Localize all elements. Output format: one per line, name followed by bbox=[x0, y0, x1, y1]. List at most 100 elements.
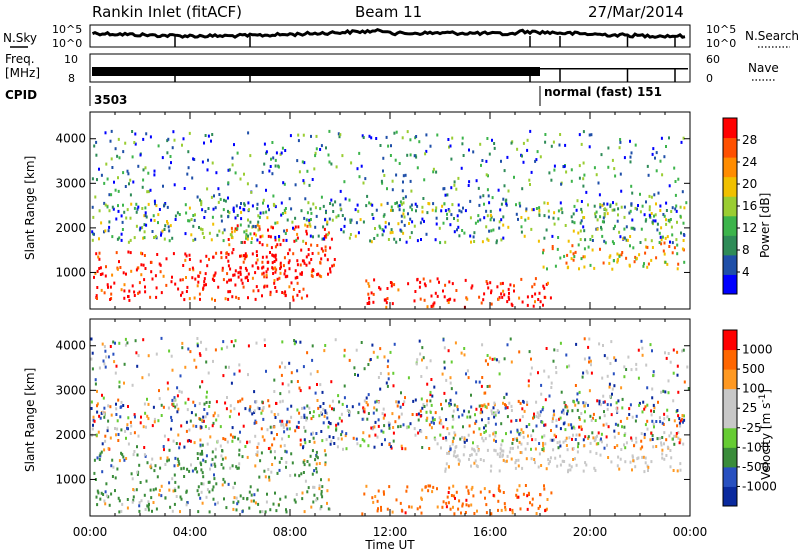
power-cell bbox=[543, 201, 546, 205]
power-cell bbox=[366, 302, 369, 305]
power-cell bbox=[110, 292, 113, 296]
velocity-cell bbox=[673, 442, 676, 446]
nsky-panel: N.Sky 10^5 10^0 10^5 10^0 N.Search bbox=[3, 23, 799, 50]
velocity-cell bbox=[273, 425, 276, 429]
power-cell bbox=[153, 236, 155, 239]
power-cell bbox=[142, 236, 145, 240]
power-cell bbox=[223, 198, 225, 202]
power-cell bbox=[337, 214, 340, 218]
velocity-cell bbox=[664, 390, 667, 394]
velocity-cell bbox=[233, 407, 236, 411]
power-cell bbox=[198, 226, 200, 229]
velocity-cell bbox=[302, 460, 305, 464]
power-cell bbox=[526, 295, 529, 299]
velocity-cell bbox=[423, 405, 426, 408]
y-tick-label: 4000 bbox=[55, 132, 86, 146]
velocity-cell bbox=[362, 406, 365, 410]
power-cell bbox=[503, 169, 506, 173]
velocity-cell bbox=[306, 351, 309, 355]
velocity-cell bbox=[676, 469, 679, 473]
velocity-cell bbox=[316, 497, 319, 501]
power-cell bbox=[246, 237, 249, 241]
velocity-cell bbox=[531, 503, 534, 507]
velocity-cell bbox=[569, 468, 572, 472]
velocity-cell bbox=[223, 480, 226, 484]
velocity-cell bbox=[201, 449, 203, 453]
velocity-cell bbox=[162, 445, 165, 448]
power-cell bbox=[271, 261, 274, 265]
power-cell bbox=[487, 238, 490, 242]
power-cell bbox=[402, 201, 405, 205]
power-cell bbox=[142, 168, 145, 172]
power-cell bbox=[611, 267, 614, 271]
velocity-cell bbox=[273, 390, 276, 393]
velocity-cell bbox=[303, 438, 306, 442]
power-cell bbox=[499, 282, 502, 286]
velocity-cell bbox=[381, 412, 384, 416]
beam-title: Beam 11 bbox=[355, 3, 422, 21]
velocity-cell bbox=[583, 419, 586, 423]
power-cell bbox=[205, 283, 207, 287]
velocity-cell bbox=[532, 416, 534, 420]
velocity-cell bbox=[543, 487, 546, 491]
velocity-cell bbox=[118, 499, 121, 503]
velocity-cell bbox=[312, 415, 315, 418]
power-cell bbox=[137, 164, 140, 168]
power-cell bbox=[161, 156, 164, 160]
velocity-cell bbox=[158, 488, 161, 492]
power-cell bbox=[665, 201, 668, 205]
velocity-cell bbox=[500, 422, 503, 426]
velocity-cell bbox=[142, 425, 145, 429]
power-cell bbox=[273, 281, 276, 285]
power-cell bbox=[407, 212, 409, 216]
velocity-cell bbox=[420, 511, 423, 515]
velocity-cell bbox=[372, 350, 375, 354]
velocity-cell bbox=[559, 454, 562, 458]
power-cell bbox=[391, 208, 394, 212]
velocity-cell bbox=[367, 393, 370, 397]
power-colorbar-swatch bbox=[723, 215, 737, 236]
velocity-cell bbox=[493, 448, 496, 452]
velocity-cell bbox=[115, 402, 117, 406]
velocity-cell bbox=[530, 447, 532, 451]
power-cell bbox=[113, 180, 115, 184]
velocity-cell bbox=[587, 403, 589, 407]
velocity-cell bbox=[460, 351, 463, 355]
velocity-cell bbox=[200, 468, 203, 472]
velocity-cell bbox=[202, 475, 205, 479]
velocity-cell bbox=[677, 431, 680, 434]
velocity-cell bbox=[380, 508, 383, 512]
velocity-cell bbox=[631, 438, 633, 442]
velocity-cell bbox=[440, 446, 442, 450]
power-cell bbox=[104, 203, 107, 207]
power-cell bbox=[103, 291, 106, 295]
power-cell bbox=[374, 227, 376, 230]
velocity-cell bbox=[140, 499, 143, 503]
velocity-cell bbox=[400, 412, 403, 416]
velocity-cell bbox=[643, 470, 646, 474]
power-cell bbox=[292, 298, 295, 302]
velocity-cell bbox=[481, 376, 484, 379]
power-cell bbox=[235, 204, 238, 208]
power-cell bbox=[187, 150, 190, 154]
velocity-cell bbox=[455, 455, 457, 459]
power-cell bbox=[605, 208, 608, 212]
power-cell bbox=[115, 217, 118, 221]
power-cell bbox=[339, 207, 342, 211]
power-cell bbox=[326, 258, 329, 262]
power-cell bbox=[256, 254, 258, 257]
power-cell bbox=[455, 187, 458, 191]
power-cell bbox=[658, 231, 661, 235]
velocity-cell bbox=[103, 412, 106, 416]
power-cell bbox=[265, 275, 268, 279]
velocity-cell bbox=[510, 409, 513, 412]
velocity-cell bbox=[585, 369, 588, 373]
velocity-cell bbox=[649, 343, 652, 347]
velocity-cell bbox=[340, 437, 343, 441]
velocity-cell bbox=[482, 439, 485, 443]
velocity-cell bbox=[371, 496, 374, 500]
power-cell bbox=[413, 299, 416, 303]
velocity-cell bbox=[566, 405, 569, 409]
velocity-cell bbox=[457, 507, 460, 511]
